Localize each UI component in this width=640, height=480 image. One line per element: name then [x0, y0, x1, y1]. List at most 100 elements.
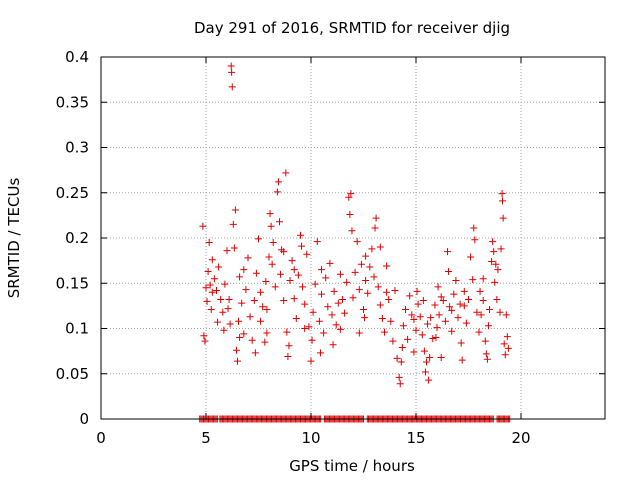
data-point — [454, 314, 462, 322]
data-point — [311, 280, 319, 288]
data-point — [349, 294, 357, 302]
data-point — [251, 349, 259, 357]
data-point — [336, 270, 344, 278]
data-point — [318, 290, 325, 298]
data-point — [252, 269, 260, 277]
grid — [101, 57, 605, 419]
data-point — [221, 280, 229, 288]
data-point — [326, 259, 334, 267]
data-point — [346, 210, 354, 218]
data-point — [396, 380, 404, 388]
data-point — [498, 190, 506, 198]
data-point — [297, 231, 304, 239]
x-axis-label: GPS time / hours — [289, 457, 415, 475]
data-point — [376, 243, 384, 251]
data-point — [477, 311, 485, 319]
data-point — [343, 278, 351, 286]
data-point — [213, 286, 220, 294]
data-point — [261, 338, 269, 346]
data-point — [355, 329, 363, 337]
data-point — [462, 319, 470, 327]
y-tick-label: 0.1 — [65, 320, 89, 338]
y-tick-label: 0.15 — [56, 274, 89, 292]
data-point — [248, 336, 256, 344]
y-tick-label: 0.2 — [65, 229, 89, 247]
data-point — [294, 271, 302, 279]
y-tick-label: 0.4 — [65, 48, 89, 66]
data-point — [491, 278, 499, 286]
data-point — [206, 281, 214, 289]
data-point — [274, 178, 282, 186]
data-point — [286, 277, 294, 285]
data-point — [423, 358, 430, 366]
data-point — [397, 358, 405, 366]
data-point — [224, 305, 232, 313]
data-point — [435, 311, 443, 319]
data-point — [469, 276, 477, 284]
data-point — [210, 275, 218, 283]
data-point — [273, 188, 281, 196]
data-point — [238, 299, 246, 307]
data-point — [351, 268, 359, 276]
data-point — [475, 328, 483, 336]
data-point — [460, 287, 468, 295]
data-point — [488, 258, 496, 266]
data-point — [336, 325, 344, 333]
data-point — [366, 263, 374, 271]
data-point — [357, 260, 365, 268]
data-point — [280, 296, 288, 304]
data-point — [240, 330, 248, 338]
data-point — [483, 355, 491, 363]
data-point — [381, 328, 388, 336]
data-point — [410, 315, 418, 323]
data-point — [284, 353, 292, 361]
data-point — [230, 244, 238, 252]
data-point — [200, 332, 208, 340]
data-point — [389, 337, 397, 345]
data-point — [328, 311, 336, 319]
data-point — [457, 339, 465, 347]
data-point — [361, 314, 369, 322]
data-point — [493, 296, 501, 304]
data-point — [223, 247, 231, 255]
data-point — [414, 300, 422, 308]
data-point — [220, 326, 228, 334]
data-point — [419, 296, 427, 304]
data-point — [313, 238, 321, 246]
data-point — [437, 293, 445, 301]
data-point — [437, 353, 445, 361]
y-axis-label: SRMTID / TECUs — [5, 178, 23, 299]
data-point — [501, 351, 509, 359]
data-point — [355, 286, 363, 294]
data-point — [332, 321, 340, 329]
data-point — [452, 277, 460, 285]
data-point — [387, 317, 395, 325]
y-tick-label: 0.05 — [56, 365, 89, 383]
data-point — [298, 242, 306, 250]
data-point — [371, 224, 379, 232]
data-point — [496, 308, 504, 316]
data-point — [398, 344, 406, 352]
data-point — [489, 238, 497, 246]
x-tick-label: 5 — [201, 429, 211, 447]
data-point — [217, 296, 225, 304]
data-point — [425, 376, 433, 384]
data-point — [429, 334, 437, 342]
data-point — [322, 274, 330, 282]
data-point — [305, 323, 313, 331]
data-point — [288, 257, 296, 265]
data-point — [232, 346, 240, 354]
x-tick-label: 15 — [406, 429, 425, 447]
data-point — [242, 286, 250, 294]
data-point — [383, 288, 391, 296]
data-point — [290, 266, 298, 274]
chart-title: Day 291 of 2016, SRMTID for receiver dji… — [194, 19, 510, 37]
data-point — [262, 277, 270, 285]
data-point — [280, 248, 288, 256]
data-points — [196, 62, 514, 423]
data-point — [383, 262, 391, 270]
data-point — [227, 62, 235, 70]
data-point — [267, 222, 275, 230]
data-point — [205, 239, 213, 247]
